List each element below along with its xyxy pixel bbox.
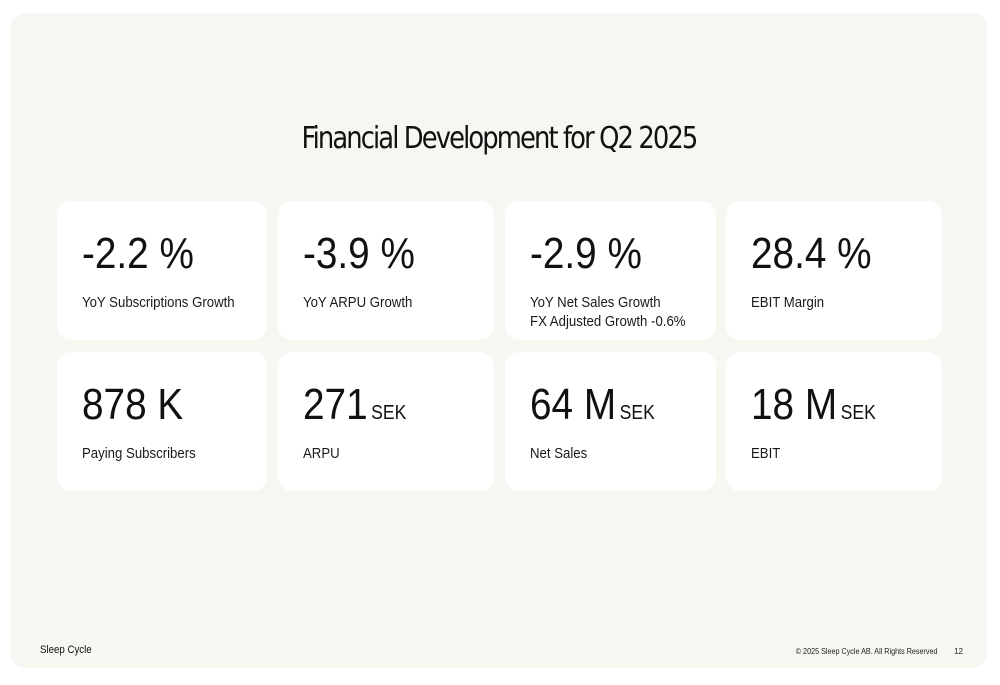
- slide-title: Financial Development for Q2 2025: [301, 121, 699, 156]
- kpi-label: YoY Subscriptions Growth: [82, 294, 235, 311]
- kpi-label: Paying Subscribers: [82, 445, 196, 462]
- kpi-value: 64 M SEK: [530, 380, 655, 429]
- kpi-value: 878 K: [82, 380, 184, 429]
- kpi-value: -2.2 %: [82, 229, 194, 278]
- kpi-value: -2.9 %: [530, 229, 642, 278]
- kpi-value: 18 M SEK: [751, 380, 876, 429]
- kpi-card-subscriptions-growth: -2.2 % YoY Subscriptions Growth: [57, 201, 267, 340]
- kpi-value: 28.4 %: [751, 229, 872, 278]
- kpi-label: ARPU: [303, 445, 340, 462]
- kpi-value: -3.9 %: [303, 229, 415, 278]
- kpi-label: EBIT: [751, 445, 781, 462]
- kpi-value: 271 SEK: [303, 380, 407, 429]
- kpi-label: YoY ARPU Growth: [303, 294, 413, 311]
- slide: Financial Development for Q2 2025 -2.2 %…: [11, 13, 987, 668]
- kpi-card-net-sales: 64 M SEK Net Sales: [505, 352, 716, 491]
- brand-name: Sleep Cycle: [40, 644, 92, 656]
- copyright-notice: © 2025 Sleep Cycle AB. All Rights Reserv…: [796, 647, 938, 656]
- kpi-card-arpu: 271 SEK ARPU: [278, 352, 494, 491]
- kpi-card-ebit-margin: 28.4 % EBIT Margin: [726, 201, 942, 340]
- kpi-card-arpu-growth: -3.9 % YoY ARPU Growth: [278, 201, 494, 340]
- kpi-card-ebit: 18 M SEK EBIT: [726, 352, 942, 491]
- kpi-sublabel: FX Adjusted Growth -0.6%: [530, 313, 686, 330]
- page-number: 12: [954, 647, 963, 656]
- kpi-label: YoY Net Sales Growth FX Adjusted Growth …: [530, 293, 686, 331]
- kpi-label-line: YoY Net Sales Growth: [530, 294, 661, 311]
- kpi-label: Net Sales: [530, 445, 588, 462]
- kpi-label: EBIT Margin: [751, 294, 825, 311]
- kpi-card-net-sales-growth: -2.9 % YoY Net Sales Growth FX Adjusted …: [505, 201, 716, 340]
- kpi-card-paying-subscribers: 878 K Paying Subscribers: [57, 352, 267, 491]
